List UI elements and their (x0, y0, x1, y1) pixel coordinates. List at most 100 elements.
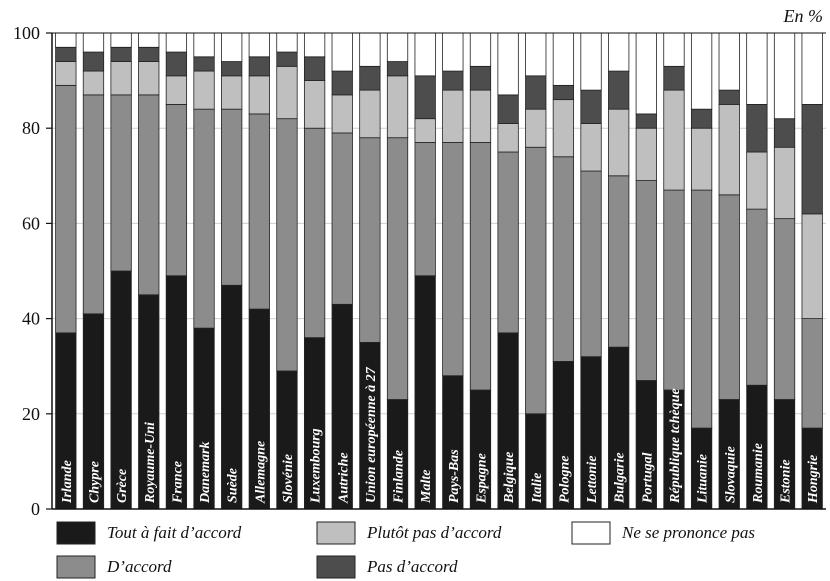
bar-segment (359, 89, 381, 139)
bar-segment (442, 32, 464, 72)
bar-segment (221, 61, 243, 77)
bar-segment (138, 94, 160, 296)
legend-label: D’accord (106, 557, 172, 576)
bar-segment (635, 127, 657, 181)
bar-segment (248, 75, 270, 115)
bar-segment (331, 32, 353, 72)
legend-label: Plutôt pas d’accord (366, 523, 502, 542)
category-label: Danemark (198, 442, 213, 504)
bar-segment (414, 142, 436, 277)
bar-segment (248, 32, 270, 58)
bar-segment (303, 56, 326, 81)
legend-swatch (571, 521, 611, 545)
category-labels: Irlande Chypre Grèce Royaume-Uni France Danem… (60, 366, 821, 504)
bar-segment (497, 32, 519, 96)
bar-segment (331, 70, 353, 96)
bar-segment (331, 132, 353, 305)
category-label: Bulgarie (613, 452, 628, 504)
bar-segment (690, 32, 713, 110)
bar-segment (276, 65, 298, 120)
bar-segment (110, 32, 132, 48)
bar-segment (690, 108, 713, 129)
y-tick-labels: 0 20 40 60 80 100 (13, 23, 40, 519)
bar-segment (193, 70, 215, 110)
bar-segment (386, 32, 409, 62)
y-tick-label: 40 (22, 309, 40, 329)
bar-segment (55, 84, 77, 334)
category-label: Portugal (640, 452, 655, 503)
category-label: Union européenne à 27 (364, 366, 379, 503)
category-label: Grèce (115, 469, 130, 503)
bar-segment (801, 32, 823, 105)
bar-segment (414, 75, 436, 120)
bar-segment (221, 108, 243, 286)
legend-swatch (316, 521, 356, 545)
bar-segment (110, 61, 132, 96)
bar-segment (386, 61, 409, 77)
category-label: Roumanie (751, 443, 766, 504)
bar-segment (663, 89, 685, 191)
bar-segment (165, 75, 188, 105)
bar-segment (303, 127, 326, 339)
bar-segment (580, 123, 602, 172)
bar-segment (773, 32, 796, 120)
category-label: Espagne (474, 453, 489, 504)
legend-swatch (56, 521, 96, 545)
bar-segment (552, 84, 575, 101)
category-label: Italie (530, 473, 545, 504)
bar-segment (110, 46, 132, 62)
category-label: Slovaquie (723, 446, 738, 503)
legend-swatch (316, 555, 356, 579)
bar-segment (525, 146, 547, 415)
bar-segment (773, 146, 796, 220)
bar-segment (746, 151, 768, 210)
legend-label: Pas d’accord (366, 557, 458, 576)
category-label: France (170, 461, 185, 504)
bar-segment (608, 70, 630, 110)
unit-label: En % (783, 6, 824, 26)
bar-segment (635, 180, 657, 381)
category-label: Malte (419, 470, 434, 504)
category-label: Finlande (392, 450, 407, 504)
bar-segment (663, 189, 685, 391)
bar-segment (497, 151, 519, 334)
bar-segment (276, 51, 298, 67)
bar-segment (525, 75, 547, 110)
bar-segment (82, 32, 105, 53)
bar-segment (746, 104, 768, 153)
category-label: Irlande (60, 460, 75, 504)
bar-segment (165, 104, 188, 277)
bar-segment (608, 108, 630, 177)
bar-segment (248, 113, 270, 310)
category-label: Royaume-Uni (143, 422, 158, 504)
bar-segment (635, 113, 657, 129)
y-tick-label: 60 (22, 213, 40, 233)
bar-segment (690, 127, 713, 191)
bar-segment (608, 32, 630, 72)
bar-segment (276, 32, 298, 53)
bar-segment (303, 80, 326, 129)
bar-segment (331, 94, 353, 134)
bar-segment (303, 32, 326, 58)
bar-segment (193, 32, 215, 58)
bar-segment (165, 51, 188, 77)
y-tick-label: 20 (22, 404, 40, 424)
bar-segment (138, 32, 160, 48)
bar-segment (442, 70, 464, 91)
bar-segment (718, 104, 740, 196)
y-tick-label: 0 (31, 499, 40, 519)
legend-label: Ne se prononce pas (621, 523, 755, 542)
bar-segment (165, 32, 188, 53)
category-label: République tchèque (668, 388, 683, 504)
category-label: Lituanie (696, 454, 711, 504)
bar-segment (359, 65, 381, 91)
bar-segment (663, 32, 685, 67)
bar-segment (193, 108, 215, 329)
category-label: Suède (226, 468, 241, 503)
bar-segment (497, 94, 519, 124)
bar-segment (221, 32, 243, 62)
category-label: Lettonie (585, 456, 600, 504)
bar-segment (497, 123, 519, 153)
bar-segment (801, 104, 823, 215)
